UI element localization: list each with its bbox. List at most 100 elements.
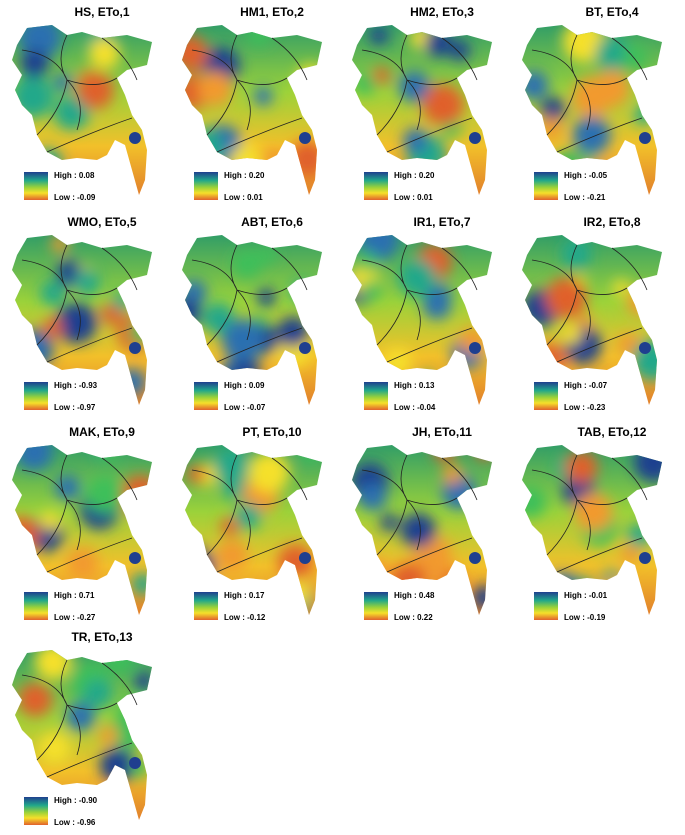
blob — [291, 280, 314, 304]
legend-swatch — [364, 382, 388, 410]
legend-low: Low : 0.01 — [394, 193, 433, 202]
blob-spot — [129, 342, 141, 354]
blob — [572, 116, 611, 155]
blob — [358, 235, 399, 261]
blob — [83, 678, 113, 708]
map-panel: IR2, ETo,8 High : -0.07 Low : -0.23 — [522, 215, 662, 412]
blob — [216, 539, 248, 572]
blob — [12, 516, 39, 553]
division-lines — [21, 454, 138, 573]
blob — [574, 492, 613, 532]
blob — [540, 96, 566, 122]
blob — [257, 288, 276, 307]
legend-swatch — [194, 172, 218, 200]
blob — [182, 35, 209, 72]
legend-low: Low : -0.09 — [54, 193, 96, 202]
blob — [631, 338, 662, 381]
blob — [277, 316, 309, 348]
blob — [182, 128, 224, 170]
blob-spot — [299, 132, 311, 144]
blob-spot — [129, 552, 141, 564]
legend-low: Low : 0.22 — [394, 613, 433, 622]
blob-spot — [299, 552, 311, 564]
blob — [66, 547, 99, 580]
blob — [20, 49, 49, 78]
map-panel: MAK, ETo,9 High : 0.71 Low : -0.27 — [12, 425, 152, 622]
blob — [362, 279, 382, 299]
legend-high: High : 0.13 — [394, 381, 435, 390]
blob — [282, 579, 310, 607]
blob — [40, 280, 66, 306]
blob — [472, 585, 492, 610]
blob — [117, 696, 152, 736]
blob — [53, 73, 72, 92]
blob — [633, 445, 662, 483]
blob — [402, 128, 429, 154]
blob — [533, 343, 566, 376]
blob-spot — [639, 552, 651, 564]
legend-swatch — [24, 592, 48, 620]
blob — [202, 302, 235, 335]
blob — [73, 269, 100, 295]
blob — [627, 523, 652, 548]
blob — [98, 445, 119, 463]
blob — [118, 368, 146, 396]
panel-title: HM2, ETo,3 — [410, 5, 474, 19]
blob — [358, 482, 387, 511]
blob — [85, 475, 124, 514]
blob-spot — [639, 342, 651, 354]
blob-spot — [639, 132, 651, 144]
panel-title: TR, ETo,13 — [71, 630, 132, 644]
legend-high: High : 0.17 — [224, 591, 265, 600]
legend-swatch — [24, 172, 48, 200]
blob — [253, 86, 273, 106]
panel-title: WMO, ETo,5 — [67, 215, 136, 229]
blob — [131, 572, 152, 596]
legend-low: Low : -0.19 — [564, 613, 606, 622]
blob — [372, 67, 390, 85]
blob — [51, 235, 69, 253]
map-panel: HM2, ETo,3 High : 0.20 Low : 0.01 — [352, 5, 492, 202]
blob — [93, 445, 111, 460]
legend-high: High : -0.90 — [54, 796, 98, 805]
legend-high: High : -0.93 — [54, 381, 98, 390]
blob — [12, 75, 55, 119]
legend-low: Low : -0.12 — [224, 613, 266, 622]
blob — [571, 76, 613, 117]
blob — [182, 546, 215, 590]
blob — [604, 578, 626, 600]
blob — [522, 70, 549, 100]
blob — [424, 29, 452, 57]
blob — [220, 517, 239, 536]
blob — [103, 786, 121, 804]
division-lines — [21, 659, 138, 778]
division-lines — [531, 244, 648, 363]
blob — [232, 248, 262, 279]
blob — [522, 485, 547, 518]
panel-title: IR1, ETo,7 — [413, 215, 470, 229]
blob — [197, 71, 233, 107]
blob — [617, 333, 640, 355]
panel-title: TAB, ETo,12 — [578, 425, 647, 439]
blob — [248, 451, 290, 493]
blob — [88, 37, 121, 70]
blob — [601, 570, 624, 593]
legend-low: Low : -0.23 — [564, 403, 606, 412]
blob-spot — [469, 342, 481, 354]
legend-high: High : 0.09 — [224, 381, 265, 390]
map-panel: PT, ETo,10 High : 0.17 Low : -0.12 — [182, 425, 322, 622]
legend-high: High : -0.07 — [564, 381, 608, 390]
panel-title: BT, ETo,4 — [585, 5, 638, 19]
legend-high: High : -0.05 — [564, 171, 608, 180]
division-lines — [531, 34, 648, 153]
map-panel: HS, ETo,1 High : 0.08 Low : -0.09 — [12, 5, 152, 202]
legend-low: Low : -0.04 — [394, 403, 436, 412]
division-lines — [191, 34, 308, 153]
blob — [634, 106, 653, 125]
blob — [258, 245, 277, 265]
blob — [622, 43, 648, 70]
map-panel: HM1, ETo,2 High : 0.20 Low : 0.01 — [182, 5, 322, 202]
panel-title: PT, ETo,10 — [242, 425, 301, 439]
blob — [474, 445, 492, 461]
